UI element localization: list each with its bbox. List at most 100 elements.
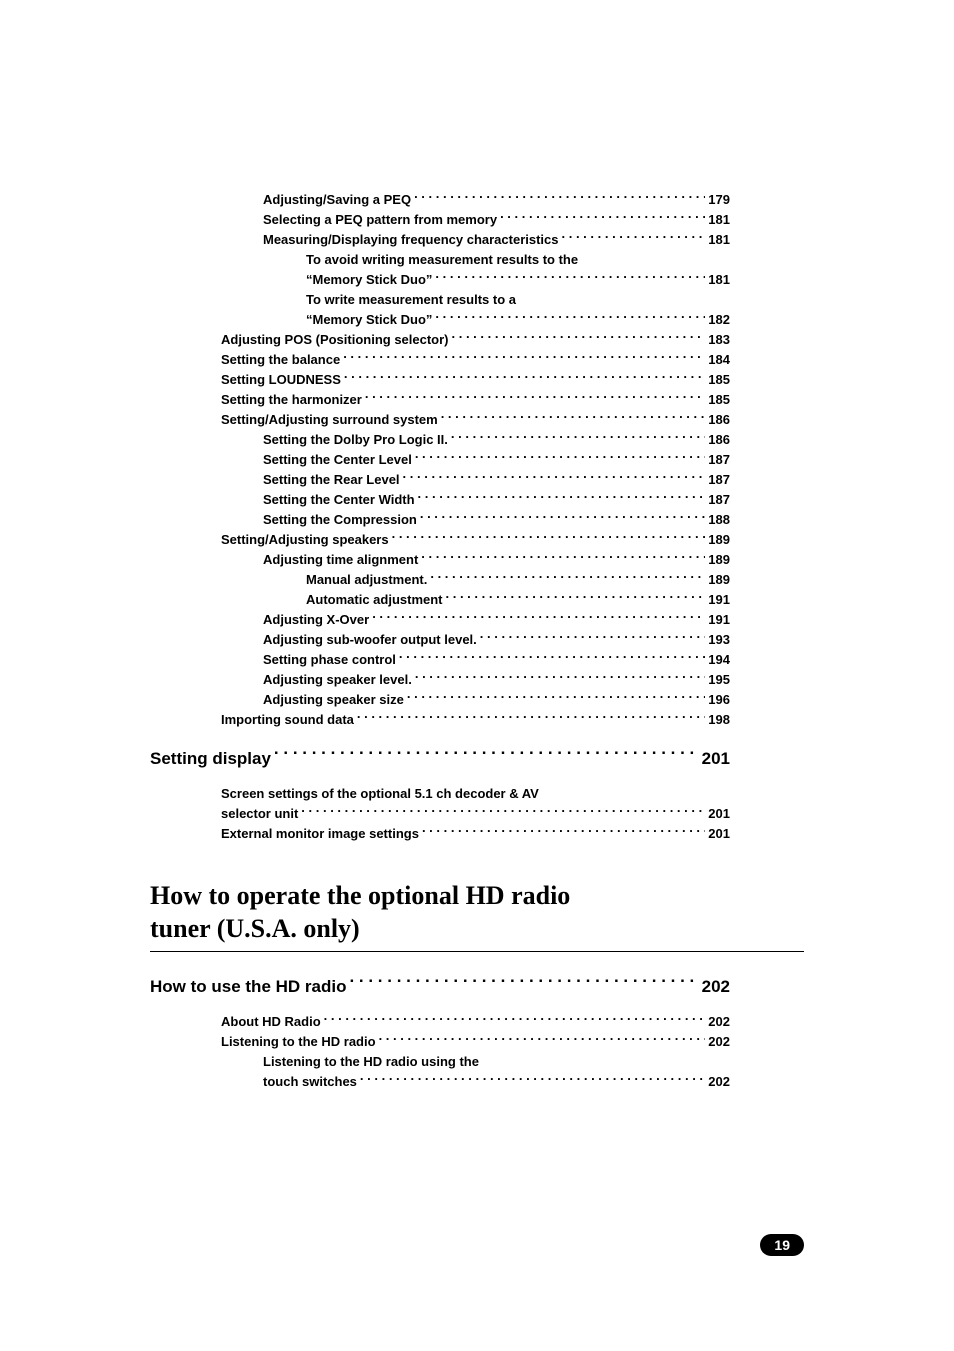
toc-entry-page: 189 (708, 550, 730, 570)
toc-entry-page: 188 (708, 510, 730, 530)
toc-entry-page: 179 (708, 190, 730, 210)
toc-leader-dots (324, 1013, 706, 1026)
page-number-badge: 19 (760, 1234, 804, 1256)
page-number: 19 (774, 1237, 790, 1253)
toc-entry: Adjusting speaker size196 (263, 690, 730, 710)
toc-entry-page: 201 (702, 744, 730, 774)
toc-leader-dots (274, 747, 699, 764)
toc-entry-label: Automatic adjustment (306, 590, 443, 610)
toc-entry-page: 186 (708, 410, 730, 430)
section-heading-line2: tuner (U.S.A. only) (150, 913, 804, 946)
toc-leader-dots (415, 451, 705, 464)
toc-entry: Setting/Adjusting surround system186 (221, 410, 730, 430)
toc-leader-dots (365, 391, 705, 404)
toc-entry-label: Manual adjustment. (306, 570, 427, 590)
toc-entry: Manual adjustment.189 (306, 570, 730, 590)
toc-leader-dots (301, 805, 705, 818)
toc-leader-dots (392, 531, 706, 544)
toc-leader-dots (421, 551, 705, 564)
toc-entry-label: About HD Radio (221, 1012, 321, 1032)
toc-entry-label: Listening to the HD radio using the (263, 1052, 479, 1072)
toc-entry-label: Adjusting sub-woofer output level. (263, 630, 477, 650)
toc-entry-page: 191 (708, 610, 730, 630)
toc-entry: Adjusting/Saving a PEQ 179 (263, 190, 730, 210)
toc-entry-label: Adjusting X-Over (263, 610, 369, 630)
toc-entry-page: 194 (708, 650, 730, 670)
toc-entry-page: 187 (708, 490, 730, 510)
toc-leader-dots (372, 611, 705, 624)
toc-entry: Setting the Compression188 (263, 510, 730, 530)
toc-entry-label: Adjusting time alignment (263, 550, 418, 570)
toc-entry: Adjusting POS (Positioning selector)183 (221, 330, 730, 350)
toc-entry-label: Setting/Adjusting speakers (221, 530, 389, 550)
section-heading-line1: How to operate the optional HD radio (150, 880, 804, 913)
toc-entry: “Memory Stick Duo”182 (306, 310, 730, 330)
toc-entry-label: Listening to the HD radio (221, 1032, 376, 1052)
toc-entry: Setting display 201 (150, 744, 730, 774)
toc-entry-label: “Memory Stick Duo” (306, 270, 432, 290)
toc-entry: touch switches202 (263, 1072, 730, 1092)
toc-entry: Measuring/Displaying frequency character… (263, 230, 730, 250)
toc-entry-label: Setting the balance (221, 350, 340, 370)
toc-entry-page: 201 (708, 804, 730, 824)
toc-entry-label: Setting the Center Width (263, 490, 415, 510)
toc-entry-label: Setting display (150, 744, 271, 774)
toc-entry: Adjusting sub-woofer output level. 193 (263, 630, 730, 650)
toc-entry-label: touch switches (263, 1072, 357, 1092)
toc-entry-page: 187 (708, 450, 730, 470)
toc-entry-page: 181 (708, 270, 730, 290)
toc-leader-dots (379, 1033, 706, 1046)
toc-leader-dots (562, 231, 706, 244)
toc-leader-dots (452, 331, 706, 344)
toc-entry-label: Setting the harmonizer (221, 390, 362, 410)
toc-entry-label: External monitor image settings (221, 824, 419, 844)
toc-leader-dots (414, 191, 705, 204)
toc-entry-page: 193 (708, 630, 730, 650)
toc-entry: How to use the HD radio 202 (150, 972, 730, 1002)
toc-entry: Automatic adjustment191 (306, 590, 730, 610)
toc-leader-dots (343, 351, 705, 364)
toc-entry-page: 183 (708, 330, 730, 350)
toc-leader-dots (344, 371, 705, 384)
toc-leader-dots (399, 651, 705, 664)
toc-leader-dots (441, 411, 706, 424)
toc-list-upper: Adjusting/Saving a PEQ 179Selecting a PEQ… (150, 190, 804, 844)
toc-entry: Setting the Dolby Pro Logic II.186 (263, 430, 730, 450)
toc-leader-dots (360, 1073, 705, 1086)
toc-leader-dots (403, 471, 706, 484)
toc-entry: Setting the balance184 (221, 350, 730, 370)
toc-entry-label: Adjusting speaker level. (263, 670, 412, 690)
toc-entry-page: 187 (708, 470, 730, 490)
toc-entry-label: Measuring/Displaying frequency character… (263, 230, 559, 250)
toc-entry-page: 182 (708, 310, 730, 330)
toc-leader-dots (407, 691, 705, 704)
toc-entry-page: 186 (708, 430, 730, 450)
toc-leader-dots (435, 271, 705, 284)
toc-entry-page: 202 (702, 972, 730, 1002)
toc-entry: External monitor image settings 201 (221, 824, 730, 844)
toc-entry-label: How to use the HD radio (150, 972, 346, 1002)
toc-entry-label: To write measurement results to a (306, 290, 516, 310)
toc-entry-label: selector unit (221, 804, 298, 824)
toc-entry: Selecting a PEQ pattern from memory181 (263, 210, 730, 230)
toc-entry: Setting/Adjusting speakers 189 (221, 530, 730, 550)
toc-entry-page: 202 (708, 1032, 730, 1052)
toc-leader-dots (420, 511, 705, 524)
toc-entry-page: 189 (708, 530, 730, 550)
toc-entry: selector unit 201 (221, 804, 730, 824)
toc-entry-label: Adjusting/Saving a PEQ (263, 190, 411, 210)
toc-leader-dots (451, 431, 705, 444)
toc-entry: To write measurement results to a (306, 290, 730, 310)
toc-entry-label: Screen settings of the optional 5.1 ch d… (221, 784, 539, 804)
toc-entry-page: 181 (708, 210, 730, 230)
toc-entry-page: 202 (708, 1012, 730, 1032)
toc-entry: Setting the Center Level 187 (263, 450, 730, 470)
toc-entry-label: Setting the Center Level (263, 450, 412, 470)
toc-entry-page: 185 (708, 370, 730, 390)
toc-leader-dots (349, 975, 698, 992)
toc-entry: Setting LOUDNESS 185 (221, 370, 730, 390)
toc-entry: Listening to the HD radio 202 (221, 1032, 730, 1052)
toc-entry-page: 201 (708, 824, 730, 844)
toc-leader-dots (435, 311, 705, 324)
toc-entry-label: Setting LOUDNESS (221, 370, 341, 390)
